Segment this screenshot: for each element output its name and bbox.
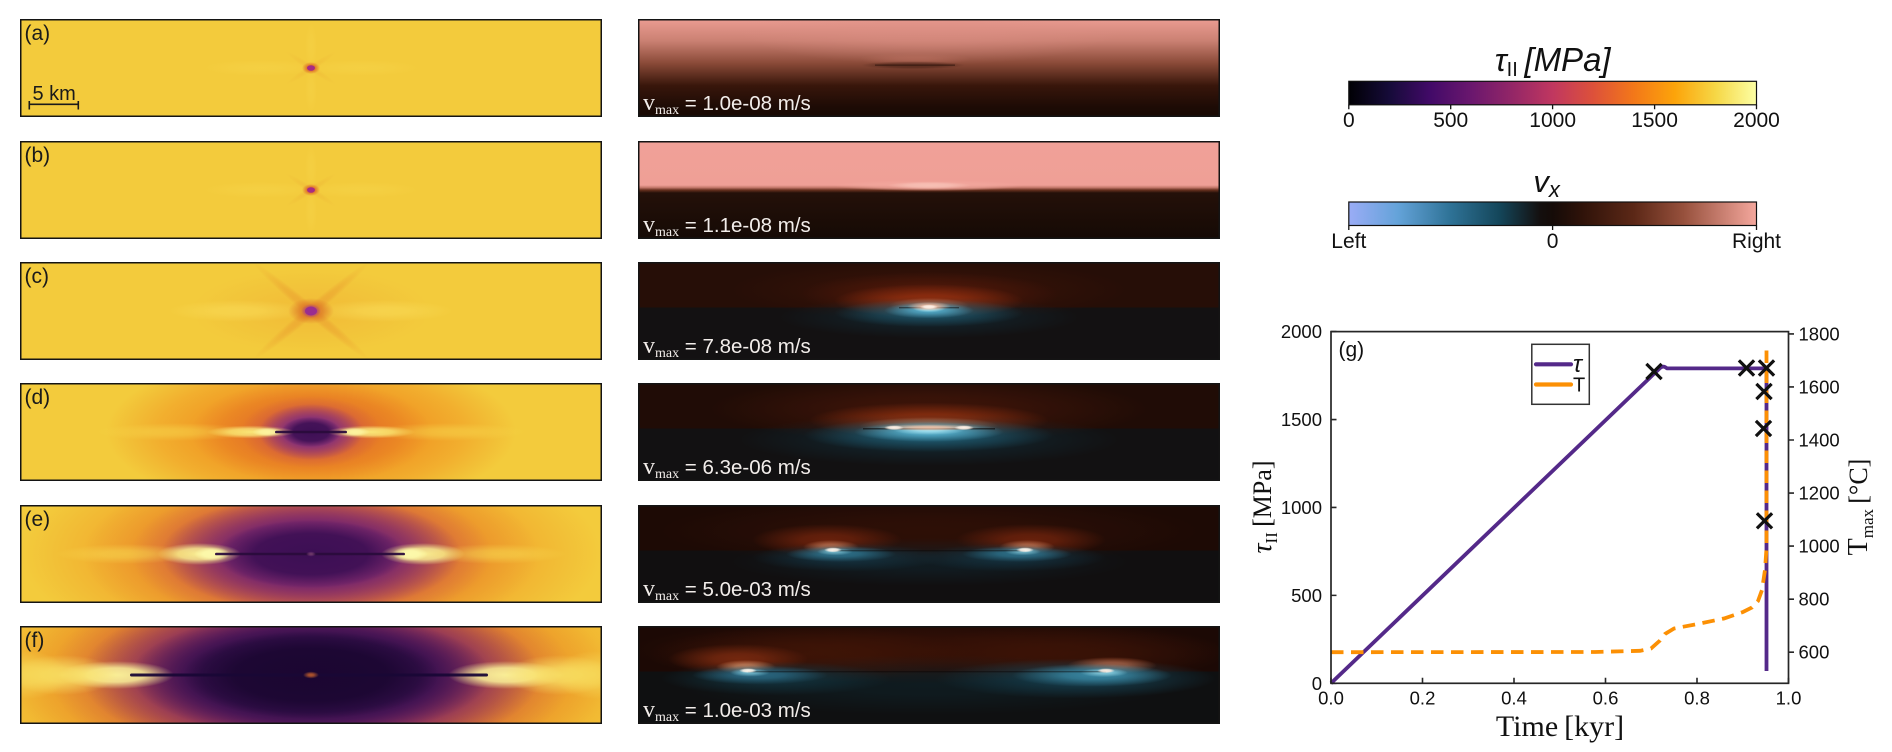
svg-text:600: 600 [1799,642,1830,663]
svg-text:2000: 2000 [1281,321,1322,342]
svg-text:vx: vx [1533,164,1561,202]
svg-text:5 km: 5 km [32,83,75,105]
svg-text:0.2: 0.2 [1410,687,1436,708]
svg-text:(f): (f) [24,629,44,652]
svg-text:2000: 2000 [1733,109,1780,132]
svg-text:1200: 1200 [1799,483,1840,504]
svg-text:1000: 1000 [1529,109,1576,132]
svg-text:(a): (a) [24,22,50,45]
svg-text:0: 0 [1312,673,1322,694]
svg-text:vmax = 1.0e-08 m/s: vmax = 1.0e-08 m/s [643,90,811,117]
svg-text:1500: 1500 [1281,409,1322,430]
svg-text:1400: 1400 [1799,430,1840,451]
svg-text:1.0: 1.0 [1776,687,1802,708]
svg-text:0.6: 0.6 [1593,687,1619,708]
svg-text:vmax = 6.3e-06 m/s: vmax = 6.3e-06 m/s [643,454,811,481]
svg-text:1000: 1000 [1281,497,1322,518]
svg-text:1000: 1000 [1799,536,1840,557]
svg-text:(b): (b) [24,144,50,167]
svg-text:0: 0 [1547,230,1559,253]
svg-text:τII [MPa]: τII [MPa] [1495,41,1612,81]
svg-text:0: 0 [1343,109,1355,132]
svg-text:0.4: 0.4 [1501,687,1527,708]
svg-text:0.0: 0.0 [1318,687,1344,708]
svg-text:Tmax [°C]: Tmax [°C] [1843,459,1877,556]
svg-text:τII [MPa]: τII [MPa] [1250,461,1281,554]
svg-text:vmax = 5.0e-03 m/s: vmax = 5.0e-03 m/s [643,576,811,603]
svg-text:500: 500 [1433,109,1468,132]
svg-text:vmax = 1.0e-03 m/s: vmax = 1.0e-03 m/s [643,697,811,724]
svg-text:Time [kyr]: Time [kyr] [1496,710,1624,743]
svg-text:τ: τ [1573,351,1584,378]
svg-text:(e): (e) [24,508,50,531]
svg-text:(c): (c) [24,265,49,288]
svg-text:T: T [1573,375,1585,397]
svg-text:(d): (d) [24,386,50,409]
svg-text:1500: 1500 [1631,109,1678,132]
svg-text:Left: Left [1331,230,1366,253]
svg-text:vmax = 7.8e-08 m/s: vmax = 7.8e-08 m/s [643,333,811,360]
svg-text:1800: 1800 [1799,323,1840,344]
svg-text:1600: 1600 [1799,376,1840,397]
svg-text:500: 500 [1291,585,1322,606]
svg-text:(g): (g) [1339,339,1365,362]
svg-text:vmax = 1.1e-08 m/s: vmax = 1.1e-08 m/s [643,212,811,239]
svg-text:0.8: 0.8 [1684,687,1710,708]
svg-text:Right: Right [1732,230,1781,253]
svg-text:800: 800 [1799,589,1830,610]
